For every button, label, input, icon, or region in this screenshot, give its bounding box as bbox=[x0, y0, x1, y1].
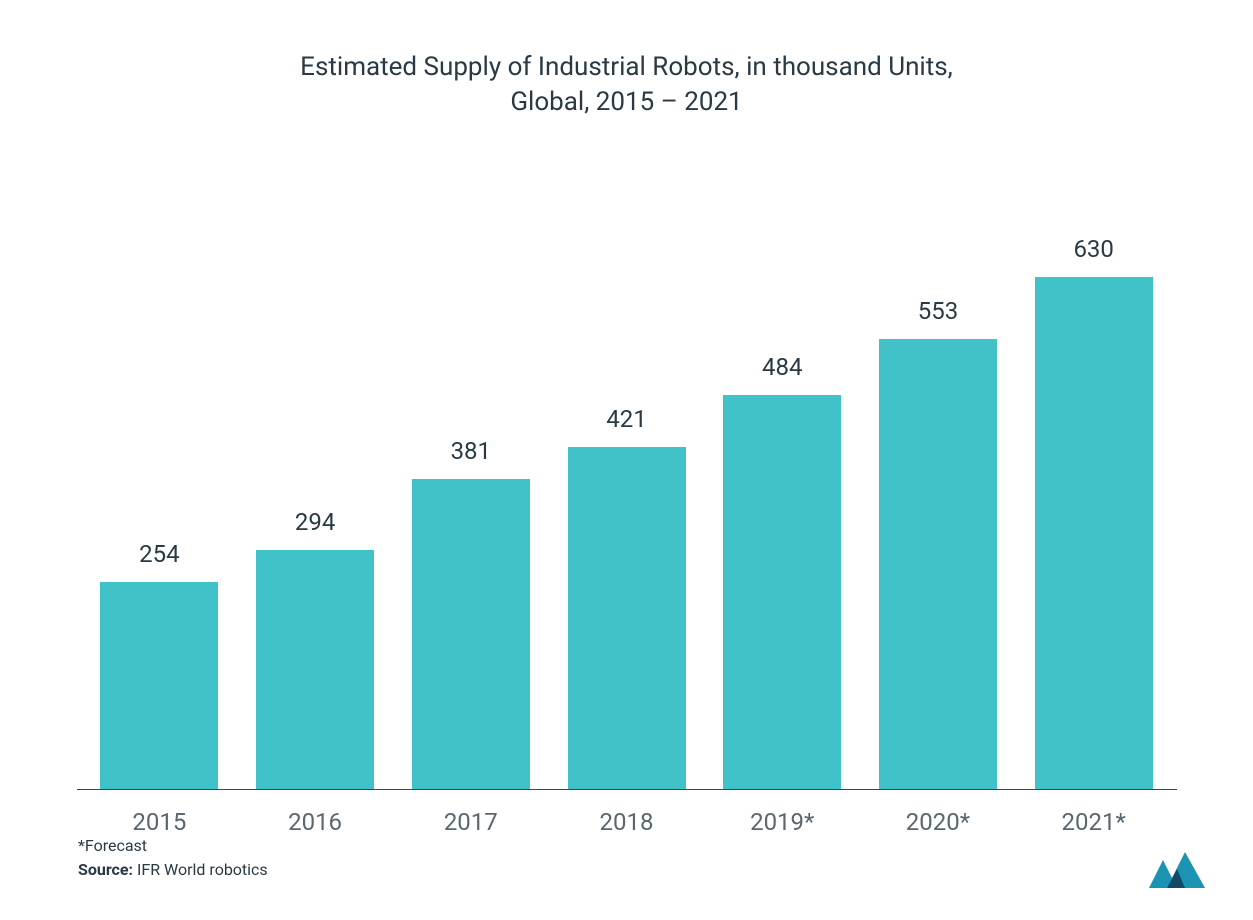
x-axis-label: 2016 bbox=[237, 808, 393, 836]
x-axis-labels: 20152016201720182019*2020*2021* bbox=[77, 808, 1177, 836]
source-label: Source: bbox=[78, 860, 133, 879]
chart-title-line1: Estimated Supply of Industrial Robots, i… bbox=[300, 52, 953, 82]
bar-value-label: 254 bbox=[139, 540, 179, 568]
bar bbox=[568, 447, 686, 789]
logo-icon bbox=[1149, 852, 1205, 888]
bar-slot: 553 bbox=[860, 180, 1016, 789]
source-value: IFR World robotics bbox=[133, 860, 268, 879]
bar-slot: 381 bbox=[393, 180, 549, 789]
bar-slot: 630 bbox=[1016, 180, 1172, 789]
bar-slot: 421 bbox=[549, 180, 705, 789]
bar-slot: 254 bbox=[82, 180, 238, 789]
bar-value-label: 421 bbox=[606, 405, 646, 433]
x-axis-label: 2021* bbox=[1016, 808, 1172, 836]
bar-slot: 484 bbox=[704, 180, 860, 789]
chart-title-line2: Global, 2015 – 2021 bbox=[510, 87, 742, 117]
x-axis-label: 2020* bbox=[860, 808, 1016, 836]
chart-title: Estimated Supply of Industrial Robots, i… bbox=[50, 50, 1203, 120]
bar bbox=[412, 479, 530, 789]
chart-container: Estimated Supply of Industrial Robots, i… bbox=[0, 0, 1253, 920]
source-line: Source: IFR World robotics bbox=[78, 858, 268, 882]
x-axis-label: 2019* bbox=[704, 808, 860, 836]
bar-value-label: 294 bbox=[295, 508, 335, 536]
bar-value-label: 553 bbox=[918, 297, 958, 325]
bar bbox=[1035, 277, 1153, 789]
brand-logo bbox=[1149, 852, 1205, 888]
bar-value-label: 484 bbox=[762, 353, 802, 381]
forecast-note: *Forecast bbox=[78, 834, 268, 858]
bar bbox=[100, 582, 218, 789]
bar-value-label: 630 bbox=[1073, 235, 1113, 263]
x-axis-label: 2018 bbox=[549, 808, 705, 836]
plot-area: 254 294 381 421 484 553 630 bbox=[77, 180, 1177, 790]
bars-group: 254 294 381 421 484 553 630 bbox=[77, 180, 1177, 790]
bar-slot: 294 bbox=[237, 180, 393, 789]
bar bbox=[879, 339, 997, 789]
x-axis-label: 2017 bbox=[393, 808, 549, 836]
bar bbox=[723, 395, 841, 789]
x-axis-label: 2015 bbox=[82, 808, 238, 836]
chart-footer: *Forecast Source: IFR World robotics bbox=[78, 834, 268, 882]
bar bbox=[256, 550, 374, 789]
bar-value-label: 381 bbox=[451, 437, 491, 465]
